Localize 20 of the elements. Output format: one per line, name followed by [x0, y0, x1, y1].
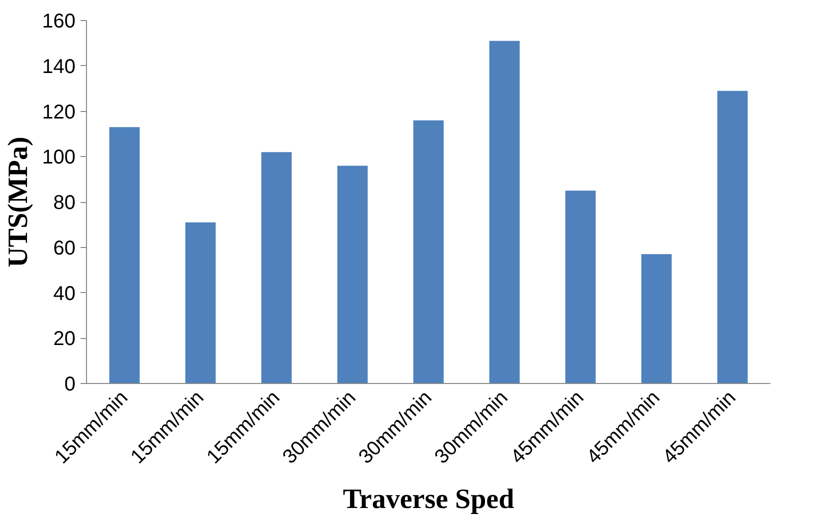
y-axis-title: UTS(MPa)	[3, 136, 34, 268]
bar	[109, 127, 140, 384]
bar	[337, 166, 368, 384]
y-tick-label: 80	[53, 192, 76, 214]
y-tick-label: 100	[42, 146, 76, 169]
y-tick-label: 20	[53, 328, 76, 350]
bar	[489, 40, 520, 384]
bar	[413, 120, 444, 384]
y-tick-label: 60	[53, 237, 76, 260]
bar	[641, 254, 672, 384]
y-tick-label: 0	[64, 374, 76, 396]
bar	[565, 190, 596, 384]
y-tick-label: 40	[53, 282, 76, 305]
bar	[717, 90, 748, 384]
y-tick-label: 140	[42, 56, 76, 78]
y-tick-label: 160	[42, 10, 76, 32]
x-axis-title: Traverse Sped	[342, 484, 515, 516]
bar	[185, 222, 216, 384]
y-tick-label: 120	[42, 101, 76, 124]
bar	[261, 152, 292, 384]
